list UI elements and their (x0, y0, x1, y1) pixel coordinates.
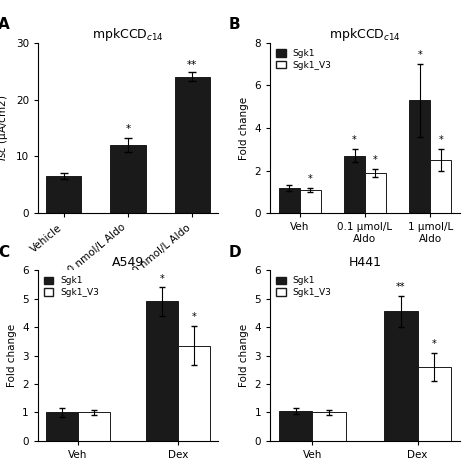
Text: **: ** (187, 60, 197, 70)
Bar (279, 188, 300, 213)
Bar (300, 190, 320, 213)
Text: *: * (191, 312, 196, 322)
Y-axis label: Fold change: Fold change (239, 324, 249, 387)
Text: C: C (0, 245, 9, 260)
Title: A549: A549 (112, 256, 144, 269)
Bar (312, 412, 346, 441)
Bar (418, 367, 451, 441)
Bar (46, 176, 82, 213)
Text: *: * (418, 50, 422, 60)
Legend: Sgk1, Sgk1_V3: Sgk1, Sgk1_V3 (43, 275, 101, 299)
Bar (178, 346, 210, 441)
Text: D: D (228, 245, 241, 260)
Bar (110, 145, 146, 213)
Bar (365, 173, 386, 213)
Text: A: A (0, 17, 10, 32)
Bar (384, 311, 418, 441)
Text: *: * (373, 155, 378, 164)
Bar (174, 77, 210, 213)
Text: *: * (308, 174, 312, 184)
Text: B: B (228, 17, 240, 32)
Bar (344, 155, 365, 213)
Text: *: * (160, 274, 164, 284)
Bar (78, 412, 110, 441)
Title: H441: H441 (348, 256, 382, 269)
Text: *: * (438, 136, 443, 146)
Legend: Sgk1, Sgk1_V3: Sgk1, Sgk1_V3 (275, 275, 333, 299)
Text: *: * (126, 124, 130, 134)
Bar (146, 301, 178, 441)
Bar (279, 411, 312, 441)
Y-axis label: $Isc$ (μA/cm2): $Isc$ (μA/cm2) (0, 95, 10, 161)
Y-axis label: Fold change: Fold change (7, 324, 17, 387)
Y-axis label: Fold change: Fold change (239, 96, 249, 160)
Title: mpkCCD$_{c14}$: mpkCCD$_{c14}$ (329, 26, 401, 43)
Text: *: * (352, 136, 357, 146)
Bar (410, 100, 430, 213)
Text: **: ** (396, 283, 405, 292)
Title: mpkCCD$_{c14}$: mpkCCD$_{c14}$ (92, 26, 164, 43)
Legend: Sgk1, Sgk1_V3: Sgk1, Sgk1_V3 (275, 47, 333, 72)
Text: *: * (432, 339, 437, 349)
Bar (46, 412, 78, 441)
Bar (430, 160, 451, 213)
